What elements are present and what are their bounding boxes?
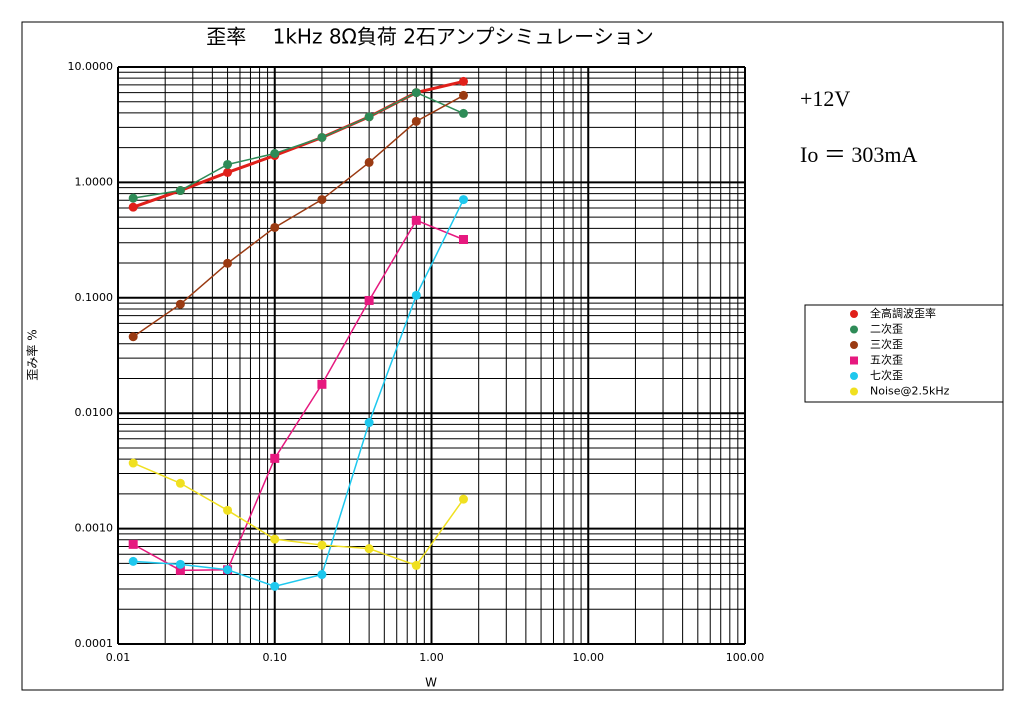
- x-tick-label: 100.00: [726, 651, 765, 664]
- y-tick-label: 0.1000: [75, 291, 114, 304]
- marker: [458, 108, 468, 118]
- marker: [458, 235, 468, 245]
- marker: [411, 290, 421, 300]
- y-tick-label: 10.0000: [68, 60, 114, 73]
- marker: [270, 149, 280, 159]
- legend-label: 二次歪: [870, 322, 903, 336]
- marker: [128, 202, 138, 212]
- marker: [411, 116, 421, 126]
- marker: [175, 299, 185, 309]
- marker: [411, 88, 421, 98]
- marker: [364, 157, 374, 167]
- series-line: [132, 219, 464, 572]
- x-tick-label: 1.00: [419, 651, 444, 664]
- marker: [175, 559, 185, 569]
- series-line: [132, 462, 465, 567]
- marker: [364, 544, 374, 554]
- marker: [175, 478, 185, 488]
- x-axis-label: W: [425, 676, 437, 690]
- marker: [175, 565, 185, 575]
- marker: [317, 195, 327, 205]
- x-tick-label: 0.10: [263, 651, 288, 664]
- marker: [223, 258, 233, 268]
- legend-marker: [850, 372, 858, 380]
- marker: [411, 215, 421, 225]
- legend-marker: [850, 356, 858, 365]
- x-tick-label: 0.01: [106, 651, 131, 664]
- marker: [270, 581, 280, 591]
- y-axis-label: 歪み率 %: [25, 329, 40, 380]
- marker: [458, 90, 468, 100]
- legend-marker: [850, 387, 858, 396]
- marker: [128, 539, 138, 549]
- marker: [317, 379, 327, 389]
- marker: [175, 186, 185, 196]
- legend-label: Noise@2.5kHz: [870, 385, 950, 398]
- legend-label: 五次歪: [870, 353, 903, 367]
- marker: [223, 505, 233, 515]
- marker: [270, 534, 280, 544]
- marker: [270, 222, 280, 232]
- marker: [458, 76, 468, 86]
- legend-label: 七次歪: [870, 368, 903, 382]
- chart-title: 歪率 1kHz 8Ω負荷 2石アンプシミュレーション: [206, 25, 653, 49]
- legend-label: 三次歪: [870, 337, 903, 351]
- marker: [128, 193, 138, 203]
- marker: [128, 332, 138, 342]
- marker: [364, 112, 374, 122]
- annotation: +12V: [800, 86, 850, 111]
- y-tick-label: 0.0100: [75, 406, 114, 419]
- x-tick-label: 10.00: [573, 651, 605, 664]
- legend-marker: [850, 341, 858, 349]
- y-tick-label: 0.0001: [75, 637, 114, 650]
- legend: [804, 304, 1004, 403]
- marker: [458, 494, 468, 504]
- series-line: [133, 199, 465, 588]
- marker: [270, 453, 280, 463]
- marker: [458, 195, 468, 205]
- marker: [223, 565, 233, 575]
- marker: [128, 556, 138, 566]
- series-line: [132, 94, 464, 338]
- marker: [317, 570, 327, 580]
- marker: [317, 132, 327, 142]
- series-line: [133, 91, 464, 199]
- legend-marker: [850, 310, 858, 318]
- marker: [128, 458, 138, 468]
- marker: [364, 295, 374, 305]
- annotation: Io ＝ 303mA: [800, 142, 917, 167]
- legend-marker: [850, 325, 858, 334]
- marker: [317, 540, 327, 550]
- y-tick-label: 0.0010: [75, 522, 114, 535]
- marker: [364, 418, 374, 428]
- marker: [411, 560, 421, 570]
- marker: [223, 167, 233, 177]
- marker: [223, 159, 233, 169]
- y-tick-label: 1.0000: [75, 175, 114, 188]
- legend-label: 全高調波歪率: [870, 306, 936, 320]
